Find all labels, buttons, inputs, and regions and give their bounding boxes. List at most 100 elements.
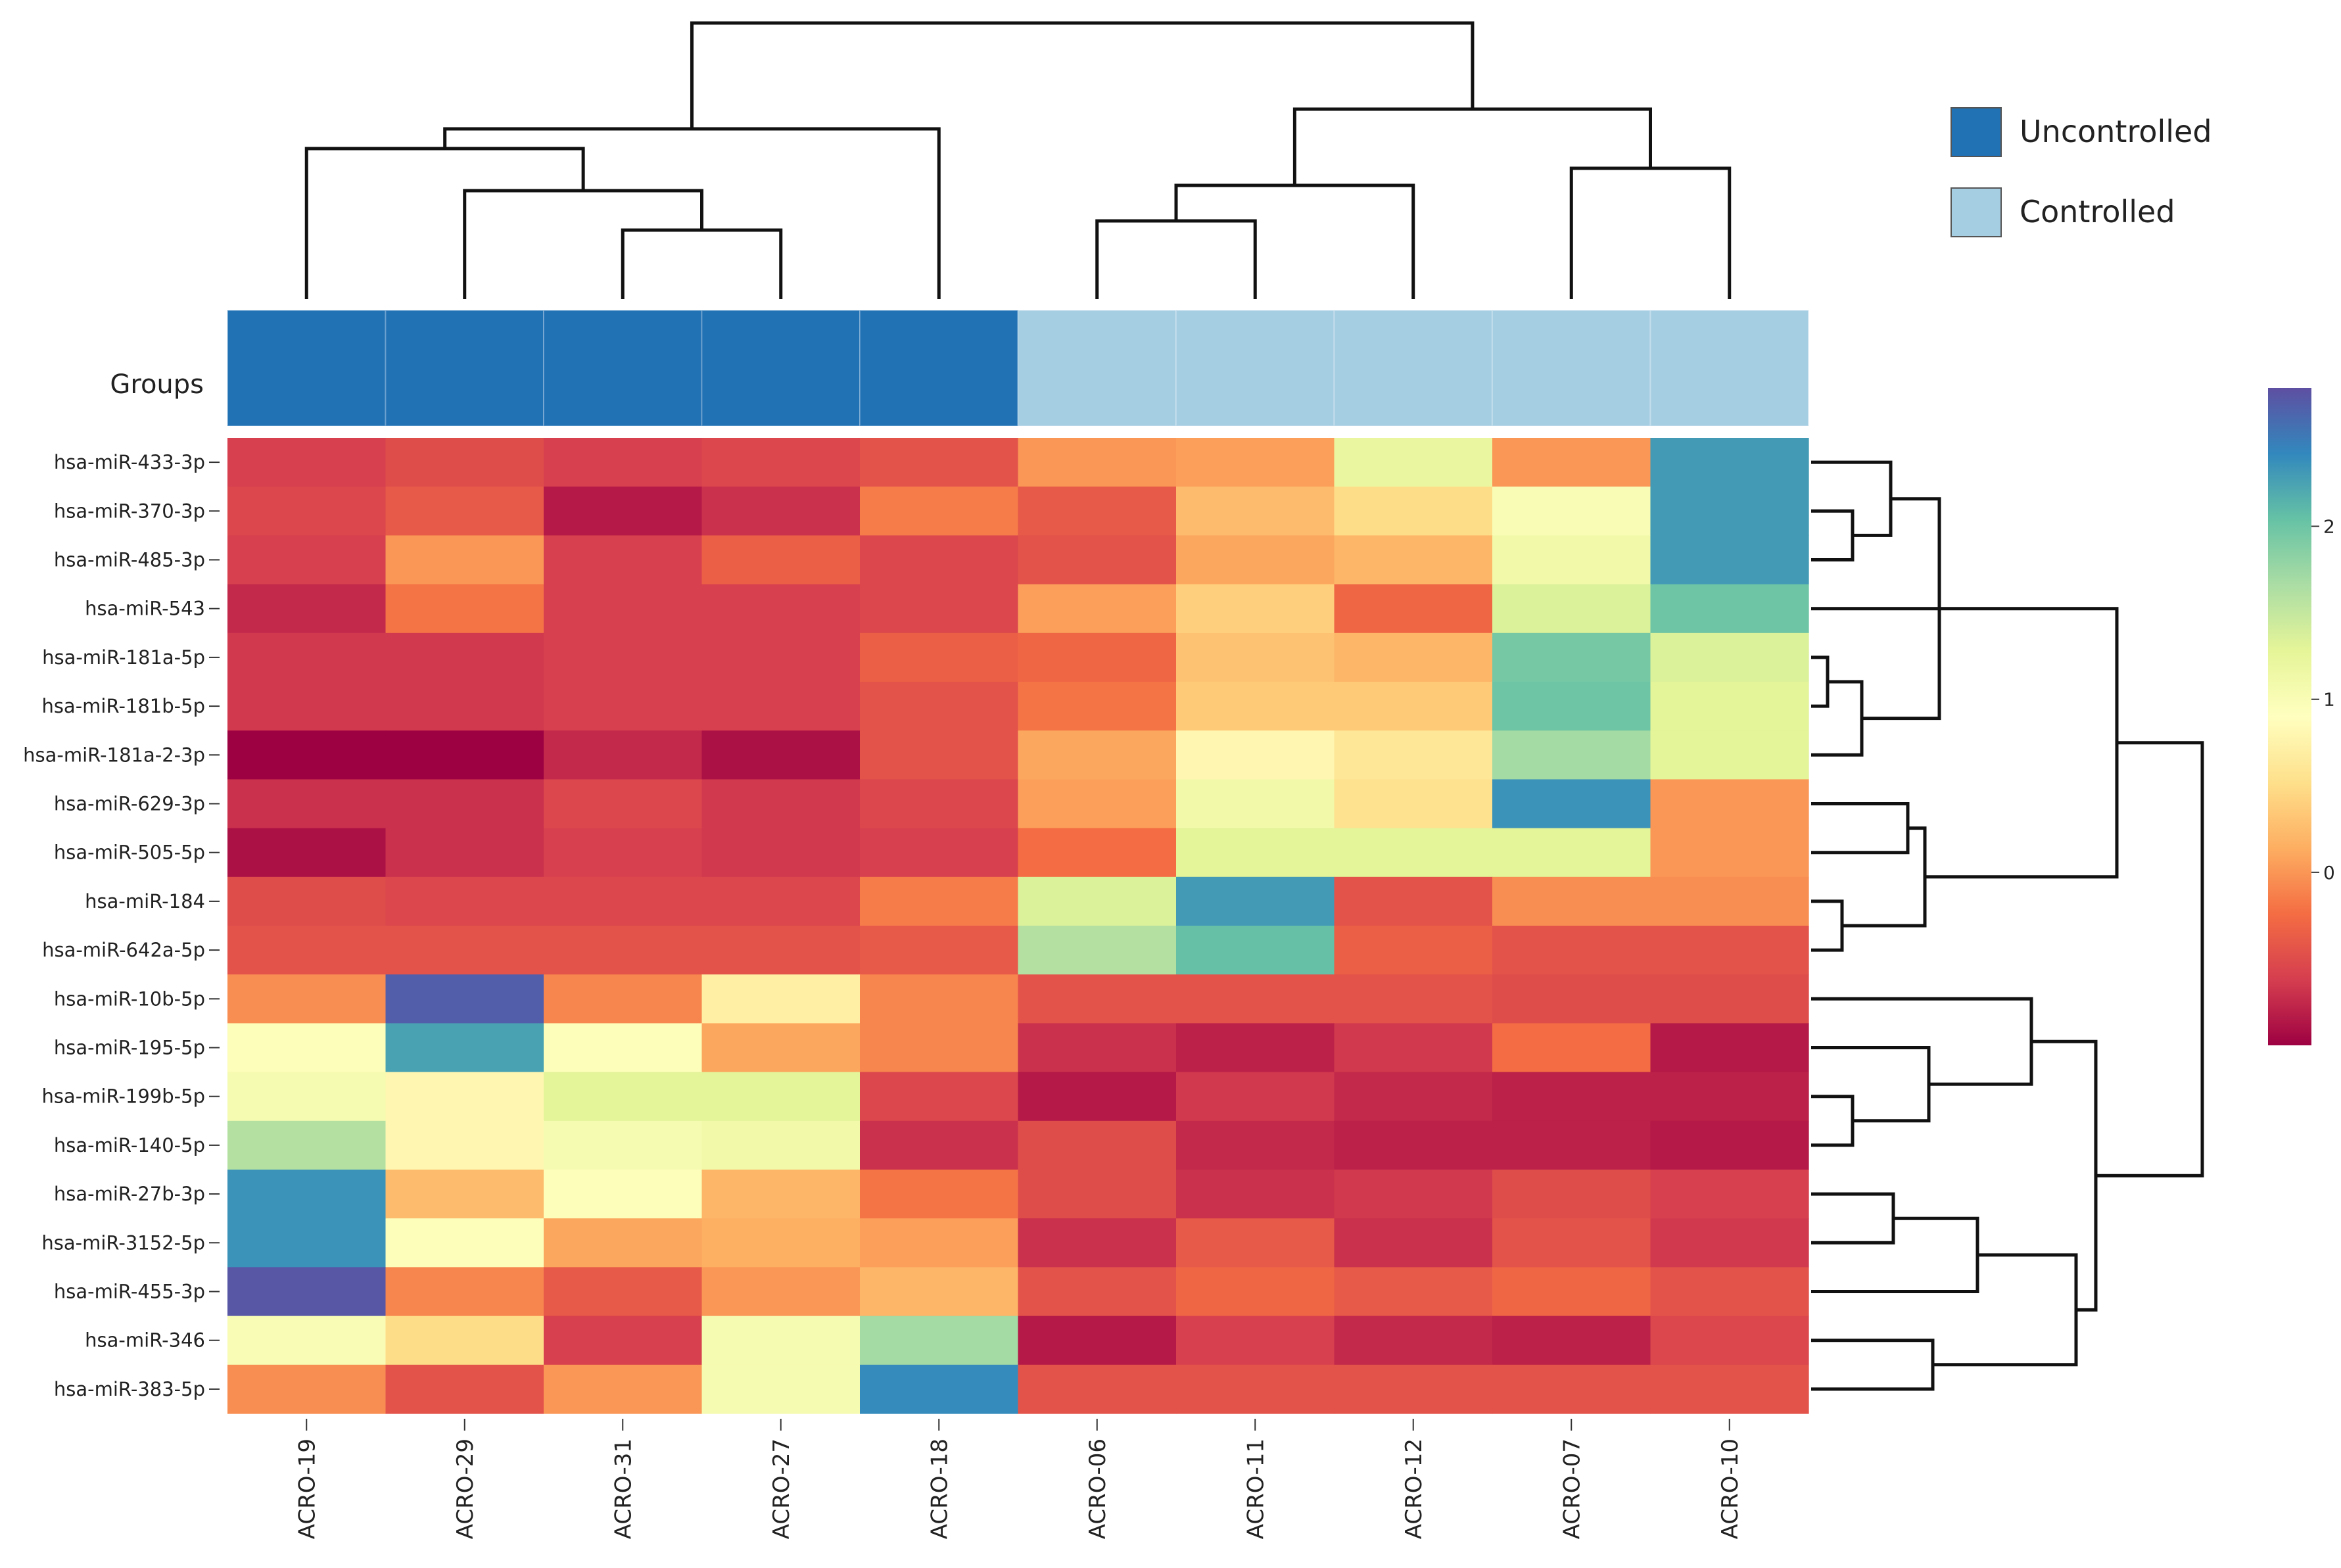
column-label: ACRO-27 (769, 1438, 795, 1539)
heatmap-cell (385, 926, 544, 975)
heatmap-cell (227, 632, 387, 682)
heatmap-cell (1334, 632, 1493, 682)
heatmap-cell (701, 1170, 861, 1219)
heatmap-cell (1492, 1364, 1651, 1414)
heatmap-cell (385, 682, 544, 731)
group-cell (1333, 310, 1493, 427)
heatmap-cell (1334, 1218, 1493, 1268)
heatmap-cell (385, 632, 544, 682)
heatmap-cell (385, 584, 544, 634)
row-label: hsa-miR-3152-5p (41, 1231, 205, 1254)
heatmap-cell (860, 974, 1019, 1024)
row-label: hsa-miR-543 (85, 598, 205, 620)
group-cell (227, 310, 387, 427)
row-label: hsa-miR-629-3p (54, 793, 205, 815)
heatmap-cell (385, 1316, 544, 1366)
heatmap-cell (1492, 487, 1651, 536)
heatmap-cell (385, 438, 544, 487)
heatmap-cell (1176, 1120, 1335, 1170)
heatmap-cell (1018, 1120, 1177, 1170)
heatmap-cell (385, 1120, 544, 1170)
dendrogram-branch (1925, 607, 2119, 879)
heatmap-cell (1018, 438, 1177, 487)
heatmap-cell (544, 1316, 703, 1366)
row-label: hsa-miR-455-3p (54, 1281, 205, 1303)
heatmap-cell (385, 1364, 544, 1414)
heatmap-cell (1334, 438, 1493, 487)
column-label: ACRO-29 (452, 1438, 479, 1539)
color-scale-gradient (2268, 388, 2311, 1045)
heatmap-cell (1492, 632, 1651, 682)
heatmap-cell (701, 1023, 861, 1073)
heatmap-cell (1176, 926, 1335, 975)
heatmap-cell (860, 828, 1019, 878)
heatmap-cell (860, 730, 1019, 780)
heatmap-cell (1018, 1267, 1177, 1317)
dendrogram-branch (1095, 219, 1257, 299)
heatmap-cell (544, 1170, 703, 1219)
heatmap-cell (1176, 1267, 1335, 1317)
group-cell (859, 310, 1019, 427)
heatmap-cell (860, 535, 1019, 585)
heatmap-cell (1018, 632, 1177, 682)
heatmap-cell (1492, 1072, 1651, 1122)
heatmap-cell (701, 926, 861, 975)
heatmap-cell (1650, 974, 1809, 1024)
heatmap-cell (701, 876, 861, 926)
row-label: hsa-miR-433-3p (54, 451, 205, 473)
column-dendrogram (304, 21, 1732, 299)
heatmap-cell (1176, 828, 1335, 878)
dendrogram-branch (1174, 183, 1415, 299)
heatmap-cell (385, 1218, 544, 1268)
heatmap-cell (227, 1218, 387, 1268)
heatmap-cell (385, 730, 544, 780)
heatmap-cell (1176, 1072, 1335, 1122)
heatmap-cell (860, 1364, 1019, 1414)
heatmap-cell (1334, 682, 1493, 731)
heatmap-cell (701, 438, 861, 487)
heatmap-cell (1334, 584, 1493, 634)
heatmap-cell (1334, 974, 1493, 1024)
dendrogram-branch (1811, 655, 1830, 708)
heatmap-cell (701, 1218, 861, 1268)
color-scale-tick-label: 0 (2323, 862, 2335, 884)
heatmap-cell (860, 1218, 1019, 1268)
heatmap-cell (227, 584, 387, 634)
dendrogram-branch (304, 147, 585, 299)
heatmap-cell (1176, 779, 1335, 829)
heatmap-cell (1176, 1218, 1335, 1268)
heatmap-cell (1650, 1316, 1809, 1366)
heatmap-cell (1018, 779, 1177, 829)
heatmap-cell (544, 1120, 703, 1170)
heatmap-cell (1650, 1120, 1809, 1170)
dendrogram-branch (1811, 509, 1855, 561)
heatmap-cell (1334, 828, 1493, 878)
heatmap-cell (1334, 1364, 1493, 1414)
heatmap-cell (385, 828, 544, 878)
heatmap-cell (1334, 487, 1493, 536)
heatmap-cell (544, 487, 703, 536)
heatmap-cell (701, 1267, 861, 1317)
group-cell (1492, 310, 1651, 427)
groups-label: Groups (110, 369, 204, 400)
heatmap-cell (227, 1364, 387, 1414)
dendrogram-branch (1811, 1192, 1895, 1245)
heatmap-cell (1018, 535, 1177, 585)
heatmap-cell (1334, 1072, 1493, 1122)
heatmap-cell (1334, 1316, 1493, 1366)
row-label: hsa-miR-181b-5p (41, 695, 205, 717)
row-label: hsa-miR-181a-2-3p (23, 744, 205, 766)
heatmap-cell (1176, 632, 1335, 682)
dendrogram-branch (1811, 1339, 1935, 1391)
heatmap-cell (385, 535, 544, 585)
heatmap-cell (1176, 974, 1335, 1024)
heatmap-cell (1334, 926, 1493, 975)
heatmap-cell (1650, 632, 1809, 682)
row-label: hsa-miR-195-5p (54, 1037, 205, 1059)
column-label: ACRO-12 (1401, 1438, 1427, 1539)
heatmap-cell (1650, 828, 1809, 878)
heatmap-cell (701, 730, 861, 780)
heatmap-cell (544, 730, 703, 780)
row-label: hsa-miR-383-5p (54, 1378, 205, 1400)
